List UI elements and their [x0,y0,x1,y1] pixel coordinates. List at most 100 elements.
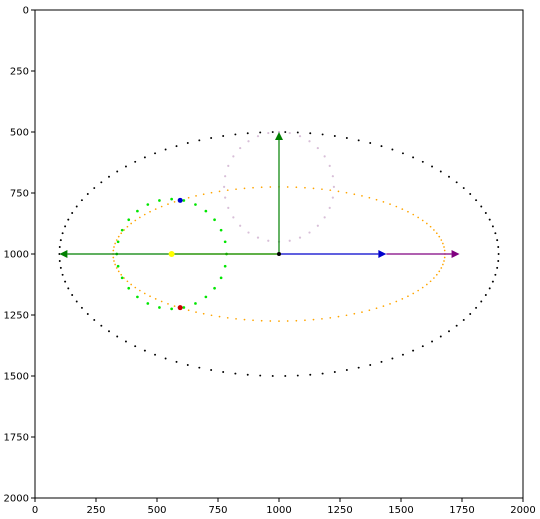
ellipse-3-point [247,231,250,234]
ellipse-1-point [126,225,129,228]
ellipse-1-point [395,205,398,208]
ellipse-1-point [442,263,444,266]
ellipse-0-point [186,363,189,366]
ellipse-0-point [234,133,237,136]
ellipse-1-point [421,286,424,289]
ellipse-2-point [146,203,150,206]
ellipse-1-point [353,193,356,196]
ellipse-0-point [401,353,404,356]
ellipse-0-point [333,371,336,373]
ellipse-0-point [455,181,458,184]
ellipse-1-point [443,260,445,262]
marker-point-3 [177,305,183,311]
ellipse-0-point [494,232,497,235]
ellipse-0-point [497,259,500,262]
x-tick-label: 500 [147,505,166,516]
ellipse-3-point [323,216,326,219]
ellipse-0-point [380,145,383,148]
ellipse-0-point [143,349,146,352]
ellipse-1-point [395,300,398,303]
ellipse-0-point [391,148,394,151]
ellipse-0-point [93,318,96,321]
ellipse-1-point [329,316,332,319]
ellipse-0-point [484,294,487,296]
ellipse-1-point [295,319,298,322]
arrow-0-head [59,250,68,258]
ellipse-0-point [321,372,324,375]
ellipse-1-point [218,190,221,193]
ellipse-0-point [412,156,415,159]
ellipse-2-point [219,228,223,232]
ellipse-0-point [369,142,372,145]
ellipse-0-point [480,300,483,303]
ellipse-0-point [496,266,499,269]
ellipse-0-point [134,160,137,163]
ellipse-1-point [443,246,445,248]
ellipse-2-point [120,228,124,232]
ellipse-1-point [278,320,280,322]
ellipse-0-point [61,232,64,235]
ellipse-1-point [143,213,146,216]
ellipse-1-point [123,277,125,279]
ellipse-1-point [321,317,323,320]
ellipse-0-point [448,175,450,178]
ellipse-0-point [271,374,274,377]
ellipse-1-point [321,188,323,191]
ellipse-0-point [421,160,424,163]
dotted-ellipse-0 [58,131,500,377]
ellipse-0-point [134,345,137,348]
ellipse-1-point [123,229,125,231]
ellipse-1-point [126,280,129,283]
ellipse-1-point [421,219,424,222]
ellipse-1-point [286,186,289,188]
x-tick-label: 750 [208,505,227,516]
ellipse-1-point [401,298,404,300]
ellipse-0-point [222,371,225,373]
ellipse-0-point [59,239,62,242]
ellipse-2-point [158,199,161,202]
ellipse-3-point [256,236,260,239]
arrow-3-head [451,250,460,258]
ellipse-0-point [71,212,74,214]
ellipse-2-point [223,264,227,268]
ellipse-2-point [213,286,216,290]
ellipse-0-point [246,132,249,135]
ellipse-1-point [160,300,163,303]
ellipse-1-point [312,187,315,190]
ellipse-1-point [187,309,190,312]
ellipse-0-point [67,218,70,221]
ellipse-1-point [435,232,438,235]
arrow-2 [279,250,387,258]
ellipse-2-point [219,276,223,280]
ellipse-0-point [296,374,299,377]
ellipse-1-point [252,319,254,322]
ellipse-0-point [369,363,372,366]
arrow-1 [275,132,283,254]
ellipse-3-point [288,131,291,135]
ellipse-1-point [361,195,363,197]
ellipse-1-point [429,225,432,228]
ellipse-0-point [124,165,127,168]
ellipse-3-point [328,164,331,167]
ellipse-0-point [61,273,64,276]
ellipse-1-point [252,186,254,189]
ellipse-0-point [175,145,178,148]
ellipse-1-point [329,189,332,192]
ellipse-2-point [146,302,150,305]
ellipse-1-point [243,187,246,190]
y-tick-label: 2000 [4,494,29,505]
ellipse-3-point [298,236,302,239]
ellipse-2-point [182,199,186,202]
ellipse-0-point [497,253,500,255]
ellipse-1-point [286,320,289,322]
ellipse-1-point [368,309,371,312]
ellipse-1-point [269,320,272,322]
ellipse-1-point [401,208,404,210]
ellipse-3-point [316,224,319,227]
ellipse-0-point [391,357,394,360]
ellipse-1-point [138,289,141,292]
ellipse-1-point [260,319,263,322]
ellipse-3-point [308,231,311,234]
x-tick-label: 0 [32,505,38,516]
